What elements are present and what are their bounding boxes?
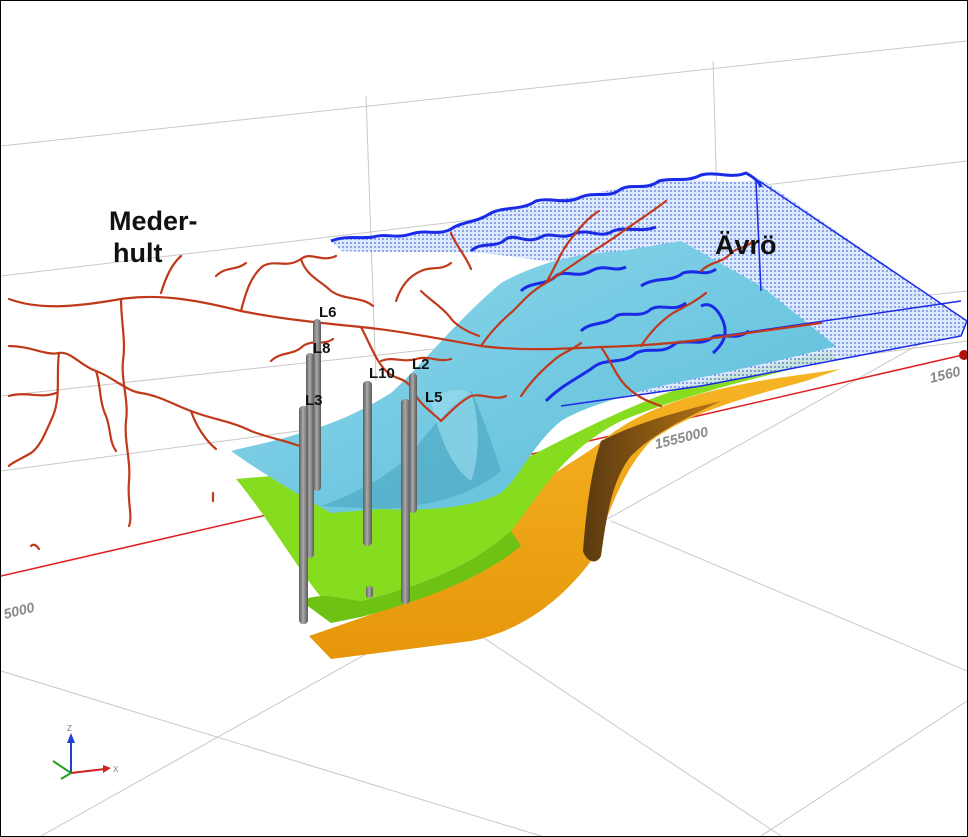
axis-triad: Z X xyxy=(52,724,119,780)
borehole-label-l5: L5 xyxy=(425,389,443,406)
place-label-mederhult: Meder- hult xyxy=(109,205,198,269)
borehole-label-l6: L6 xyxy=(319,304,337,321)
triad-z-label: Z xyxy=(67,724,72,733)
borehole-pipe-l10 xyxy=(363,381,372,546)
axis-tick-left: 5000 xyxy=(2,599,36,622)
borehole-label-l10: L10 xyxy=(369,365,395,382)
place-label-avro: Ävrö xyxy=(715,230,777,260)
axis-end-marker xyxy=(959,350,967,360)
place-label-mederhult-line1: Meder- xyxy=(109,206,198,236)
borehole-pipe-l5 xyxy=(401,399,410,604)
borehole-pipe-l3 xyxy=(299,406,308,624)
borehole-pipe-l2 xyxy=(409,373,417,513)
road-network xyxy=(7,199,823,551)
borehole-pipe-l6 xyxy=(313,319,321,491)
middle-surface xyxy=(236,351,836,623)
upper-surface xyxy=(231,241,836,513)
borehole-label-l8: L8 xyxy=(313,340,331,357)
shoreline xyxy=(330,171,763,403)
borehole-label-l3: L3 xyxy=(305,392,323,409)
boreholes xyxy=(299,319,417,624)
axis-tick-right: 1560 xyxy=(928,363,962,386)
triad-x-label: X xyxy=(113,765,119,774)
place-label-mederhult-line2: hult xyxy=(113,238,163,268)
borehole-label-l2: L2 xyxy=(412,356,430,373)
